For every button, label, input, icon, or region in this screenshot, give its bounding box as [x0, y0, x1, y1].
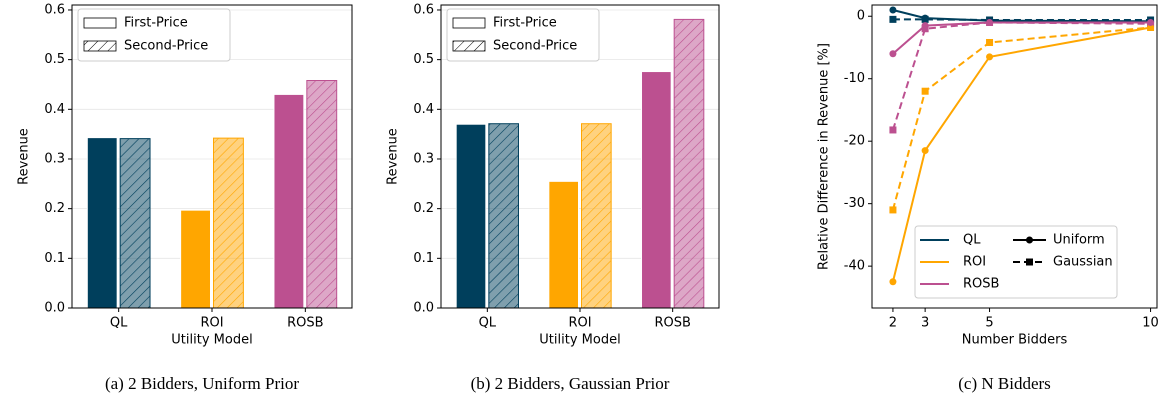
y-tick-label: 0.5	[413, 52, 434, 67]
marker	[889, 6, 897, 14]
marker	[921, 14, 929, 22]
y-tick-label: 0.4	[413, 102, 434, 117]
bar	[548, 180, 580, 309]
bar-hatch	[674, 19, 704, 309]
legend-label: ROSB	[963, 277, 999, 292]
x-tick-label: QL	[110, 316, 128, 331]
y-tick-label: -10	[844, 71, 865, 86]
x-axis-label: Utility Model	[171, 333, 252, 348]
legend-label: QL	[963, 233, 981, 248]
x-tick-label: ROSB	[287, 316, 323, 331]
legend-label: First-Price	[493, 16, 557, 31]
legend-swatch	[83, 40, 117, 52]
y-axis-label: Revenue	[17, 128, 32, 185]
marker	[1026, 236, 1033, 244]
y-tick-label: -20	[844, 134, 865, 149]
series-line	[892, 9, 1151, 23]
y-tick-label: -40	[844, 259, 865, 274]
bar	[180, 209, 211, 309]
y-tick-label: 0.0	[44, 301, 65, 316]
legend-label: Gaussian	[1053, 255, 1113, 270]
bar-hatch	[581, 123, 612, 308]
y-tick-label: 0.4	[44, 102, 65, 117]
plot-frame	[871, 4, 1158, 309]
caption: (c) N Bidders	[958, 374, 1051, 393]
y-tick-label: 0.0	[413, 301, 434, 316]
marker	[986, 53, 994, 61]
marker	[889, 126, 897, 134]
series-line	[891, 26, 1151, 211]
marker	[986, 38, 994, 46]
plot-frame	[71, 4, 353, 309]
y-axis-label: Relative Difference in Revenue [%]	[817, 43, 832, 270]
legend-label: Second-Price	[493, 39, 577, 54]
plot-frame	[440, 4, 720, 309]
y-axis-label: Revenue	[386, 128, 401, 185]
marker	[889, 50, 897, 58]
bar	[273, 93, 305, 309]
series-line	[891, 21, 1151, 131]
caption: (b) 2 Bidders, Gaussian Prior	[471, 374, 670, 393]
y-tick-label: 0.1	[44, 251, 65, 266]
legend-label: Uniform	[1053, 233, 1105, 248]
legend-label: First-Price	[124, 16, 188, 31]
legend-label: ROI	[963, 255, 986, 270]
y-tick-label: -30	[844, 196, 865, 211]
caption: (a) 2 Bidders, Uniform Prior	[105, 374, 299, 393]
x-tick-label: ROI	[200, 316, 223, 331]
x-tick-label: 10	[1142, 316, 1159, 331]
marker	[921, 22, 929, 30]
marker	[921, 147, 929, 155]
y-tick-label: 0.1	[413, 251, 434, 266]
legend-swatch	[452, 17, 486, 29]
x-axis-label: Number Bidders	[962, 333, 1068, 348]
bar-hatch	[488, 123, 519, 308]
marker	[986, 18, 994, 26]
x-tick-label: 5	[985, 316, 993, 331]
bar-hatch	[306, 80, 337, 308]
y-tick-label: 0.3	[413, 151, 434, 166]
y-tick-label: 0.6	[44, 2, 65, 17]
marker	[1147, 23, 1155, 31]
x-axis-label: Utility Model	[539, 333, 620, 348]
bar-hatch	[213, 138, 244, 308]
y-tick-label: 0	[857, 9, 865, 24]
x-tick-label: ROSB	[654, 316, 690, 331]
x-tick-label: 3	[921, 316, 929, 331]
series-line	[892, 21, 1151, 55]
y-tick-label: 0.2	[413, 201, 434, 216]
marker	[1147, 18, 1155, 26]
marker	[889, 278, 897, 286]
bar	[455, 123, 487, 309]
marker	[921, 87, 929, 95]
bar	[641, 71, 672, 309]
marker	[889, 15, 897, 23]
y-tick-label: 0.6	[413, 2, 434, 17]
x-tick-label: 2	[889, 316, 897, 331]
y-tick-label: 0.2	[44, 201, 65, 216]
x-tick-label: QL	[479, 316, 497, 331]
x-tick-label: ROI	[568, 316, 591, 331]
legend-label: Second-Price	[124, 39, 208, 54]
legend-swatch	[452, 40, 486, 52]
y-tick-label: 0.3	[44, 151, 65, 166]
bar-hatch	[120, 138, 151, 308]
legend-swatch	[83, 17, 117, 29]
y-tick-label: 0.5	[44, 52, 65, 67]
bar	[86, 137, 118, 309]
marker	[889, 206, 897, 214]
marker	[1026, 258, 1033, 266]
series-line	[891, 26, 1151, 282]
